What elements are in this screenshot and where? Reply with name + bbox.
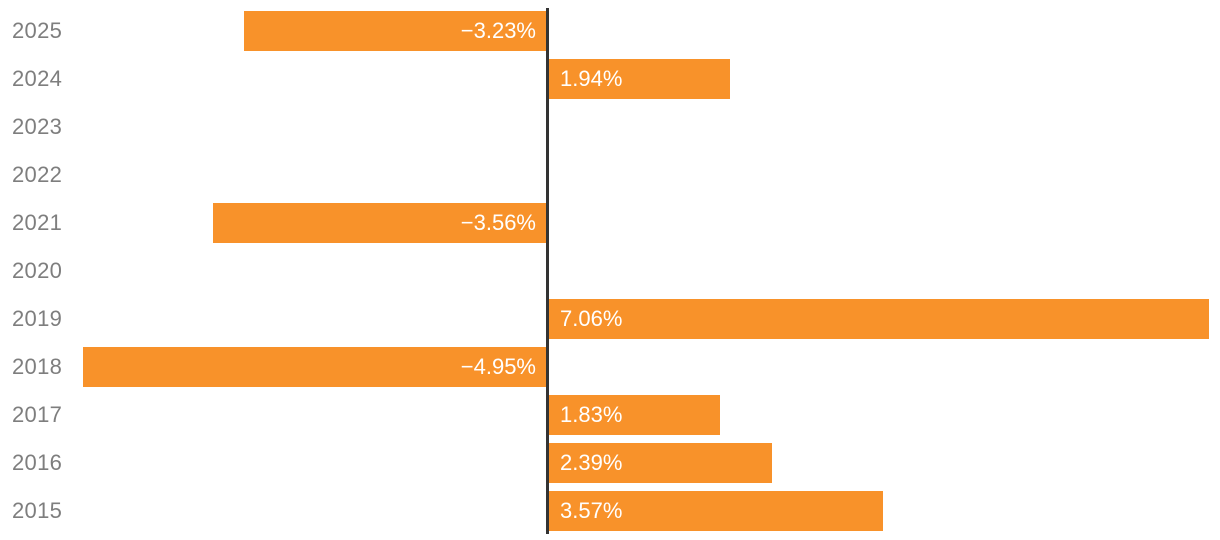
year-label: 2025 <box>12 17 63 43</box>
bar-value-label: −4.95% <box>460 353 536 379</box>
year-label: 2016 <box>12 449 63 475</box>
bar-value-label: −3.23% <box>460 17 536 43</box>
bar-value-label: 2.39% <box>560 449 623 475</box>
year-label: 2019 <box>12 305 63 331</box>
chart-row: 2016 2.39% <box>0 439 1220 487</box>
year-label: 2022 <box>12 161 63 187</box>
bar[interactable]: −4.95% <box>83 346 546 387</box>
chart-row: 2024 1.94% <box>0 55 1220 103</box>
bar[interactable]: −3.56% <box>213 202 546 243</box>
year-label: 2018 <box>12 353 63 379</box>
year-label: 2023 <box>12 113 63 139</box>
chart-row: 2023 <box>0 103 1220 151</box>
chart-row: 2025 −3.23% <box>0 7 1220 55</box>
chart-row: 2020 <box>0 247 1220 295</box>
bar[interactable]: 7.06% <box>549 298 1209 339</box>
year-label: 2024 <box>12 65 63 91</box>
bar[interactable]: −3.23% <box>244 10 546 51</box>
bar-value-label: 1.83% <box>560 401 623 427</box>
bar-value-label: 1.94% <box>560 65 623 91</box>
bar[interactable]: 1.83% <box>549 394 720 435</box>
bar[interactable]: 1.94% <box>549 58 730 99</box>
zero-baseline-axis <box>546 8 549 534</box>
chart-row: 2018 −4.95% <box>0 343 1220 391</box>
chart-row: 2021 −3.56% <box>0 199 1220 247</box>
bar-value-label: 7.06% <box>560 305 623 331</box>
chart-row: 2019 7.06% <box>0 295 1220 343</box>
bar[interactable]: 2.39% <box>549 442 772 483</box>
chart-row: 2015 3.57% <box>0 487 1220 535</box>
bar[interactable]: 3.57% <box>549 490 883 531</box>
year-label: 2020 <box>12 257 63 283</box>
year-label: 2015 <box>12 497 63 523</box>
chart-row: 2017 1.83% <box>0 391 1220 439</box>
bar-value-label: −3.56% <box>460 209 536 235</box>
year-label: 2021 <box>12 209 63 235</box>
bar-value-label: 3.57% <box>560 497 623 523</box>
year-label: 2017 <box>12 401 63 427</box>
chart-row: 2022 <box>0 151 1220 199</box>
